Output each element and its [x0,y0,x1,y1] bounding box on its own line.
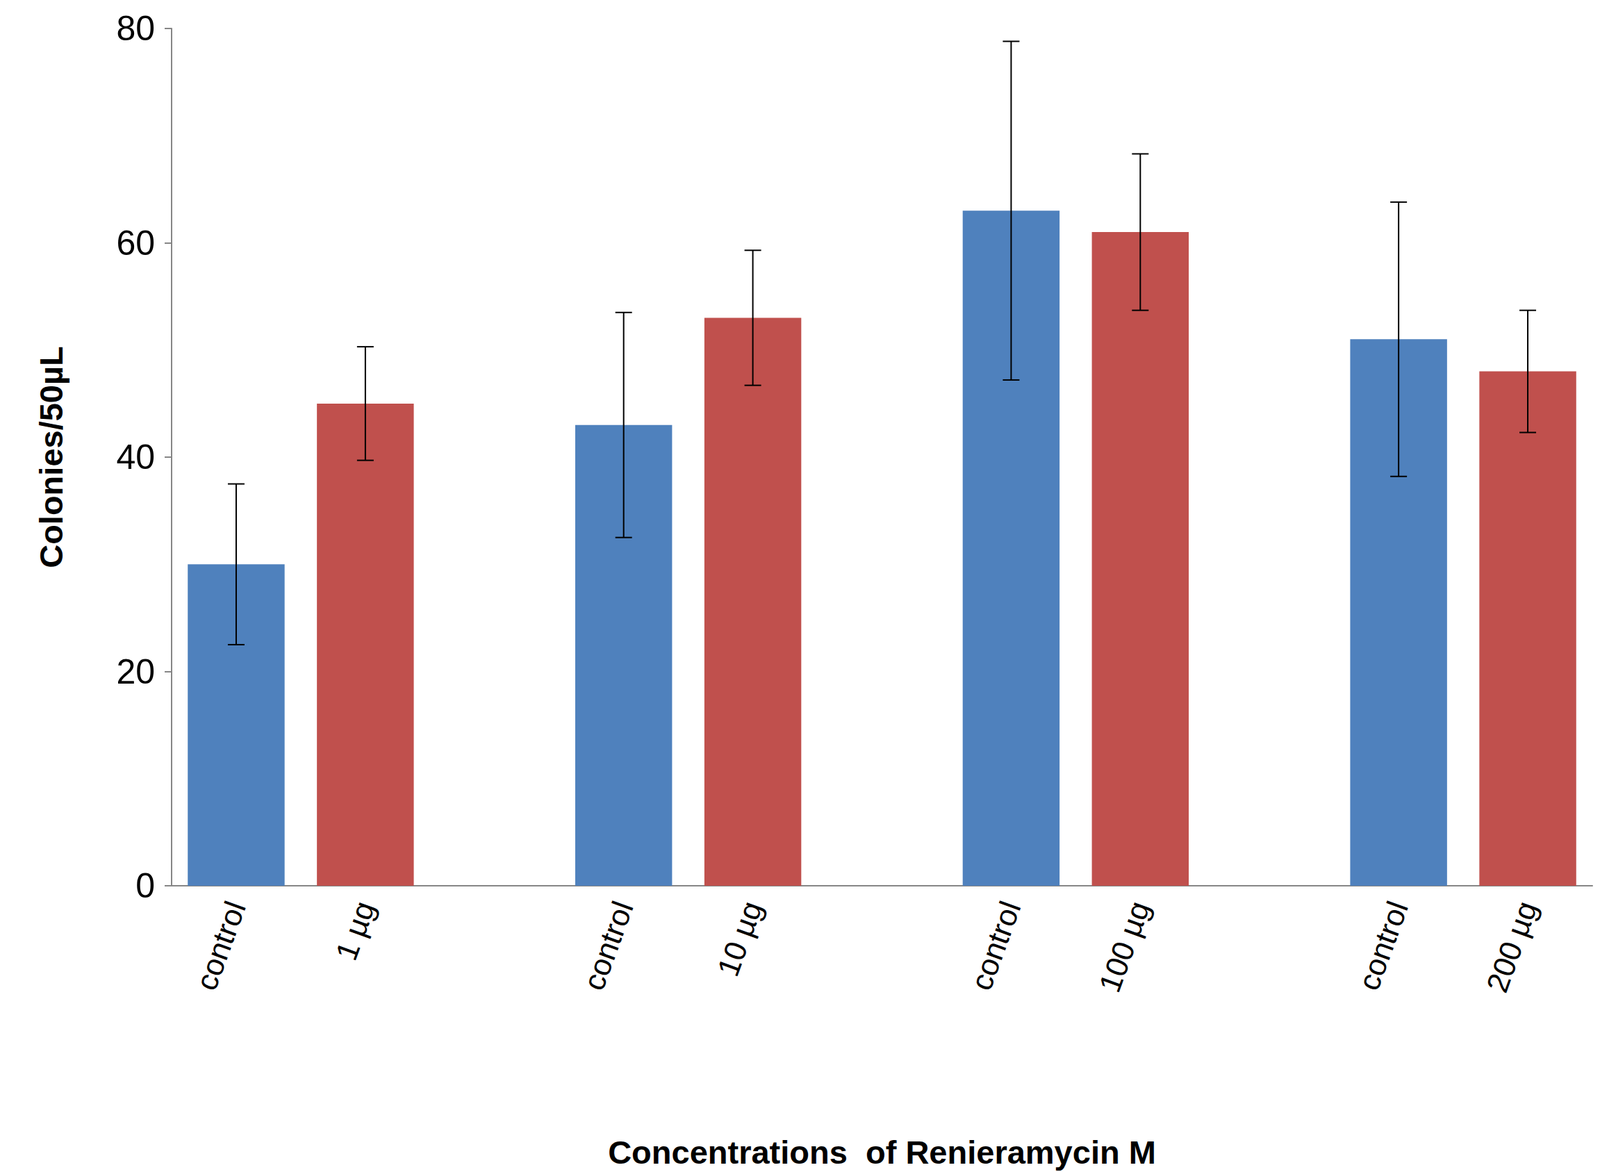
svg-text:80: 80 [116,9,155,48]
svg-text:Colonies/50µL: Colonies/50µL [32,345,70,569]
svg-text:control: control [188,896,253,995]
svg-text:10 µg: 10 µg [710,896,770,981]
svg-text:control: control [1351,896,1415,995]
svg-text:60: 60 [116,223,155,263]
svg-text:20: 20 [116,652,155,692]
svg-text:control: control [963,896,1027,995]
svg-text:40: 40 [116,437,155,477]
svg-text:control: control [576,896,640,995]
svg-text:0: 0 [135,866,155,906]
svg-text:200 µg: 200 µg [1479,896,1544,997]
svg-text:1 µg: 1 µg [328,896,382,966]
svg-text:Concentrations of Renieramyci: Concentrations of Renieramycin M [607,1133,1157,1171]
svg-text:100 µg: 100 µg [1092,896,1157,997]
